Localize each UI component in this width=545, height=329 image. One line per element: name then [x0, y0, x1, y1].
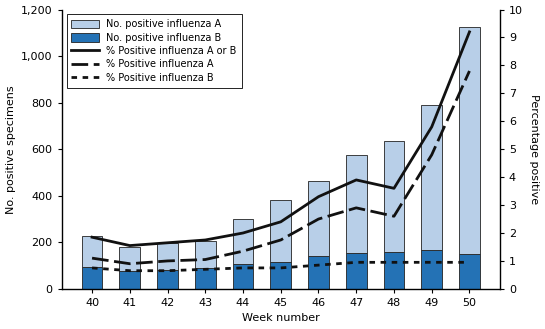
- Bar: [119, 271, 140, 289]
- Bar: [233, 219, 253, 265]
- Bar: [346, 155, 367, 253]
- Bar: [270, 200, 291, 262]
- Bar: [157, 270, 178, 289]
- Bar: [459, 254, 480, 289]
- Bar: [459, 27, 480, 254]
- X-axis label: Week number: Week number: [242, 314, 319, 323]
- Bar: [82, 237, 102, 267]
- Bar: [82, 267, 102, 289]
- Bar: [233, 265, 253, 289]
- Bar: [270, 262, 291, 289]
- Bar: [384, 252, 404, 289]
- Bar: [119, 247, 140, 271]
- Bar: [308, 181, 329, 256]
- Bar: [195, 268, 216, 289]
- Y-axis label: Percentage positive: Percentage positive: [529, 94, 540, 204]
- Y-axis label: No. positive specimens: No. positive specimens: [5, 85, 16, 214]
- Bar: [157, 243, 178, 270]
- Bar: [421, 250, 442, 289]
- Bar: [308, 256, 329, 289]
- Bar: [195, 241, 216, 268]
- Legend: No. positive influenza A, No. positive influenza B, % Positive influenza A or B,: No. positive influenza A, No. positive i…: [66, 14, 242, 88]
- Bar: [346, 253, 367, 289]
- Bar: [421, 105, 442, 250]
- Bar: [384, 141, 404, 252]
